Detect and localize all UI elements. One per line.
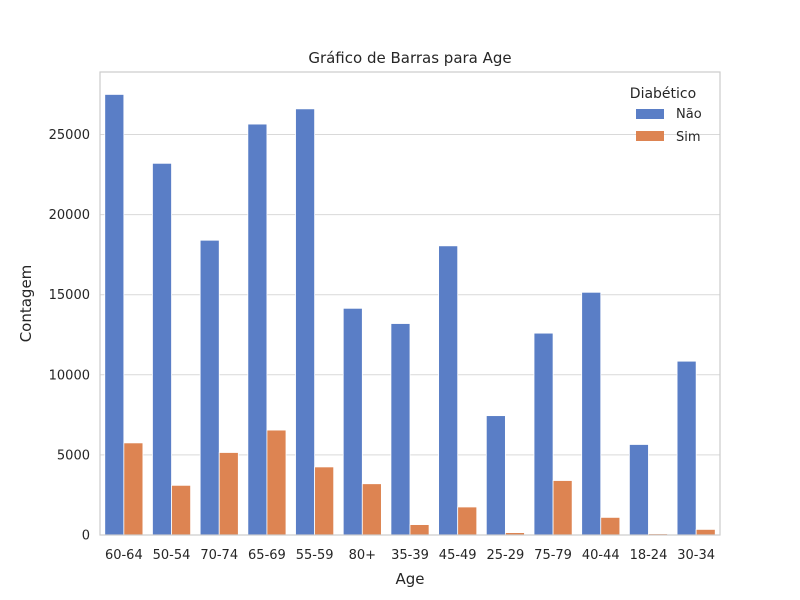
x-tick-label: 55-59 <box>296 548 334 563</box>
bar-nao <box>390 323 411 536</box>
y-tick-label: 0 <box>82 529 90 544</box>
bar-sim <box>123 442 144 536</box>
legend-label-sim: Sim <box>676 130 701 145</box>
bar-nao <box>152 162 172 536</box>
x-tick-label: 80+ <box>349 548 376 563</box>
x-tick-label: 60-64 <box>105 548 143 563</box>
x-tick-label: 40-44 <box>582 548 620 563</box>
bar-nao <box>485 415 506 536</box>
legend-title: Diabético <box>630 86 696 102</box>
legend-swatch-sim <box>636 131 664 141</box>
bar-nao <box>628 444 649 536</box>
bar-nao <box>199 239 220 536</box>
chart-title: Gráfico de Barras para Age <box>308 49 511 67</box>
legend-label-nao: Não <box>676 107 702 122</box>
x-tick-label: 25-29 <box>486 548 524 563</box>
x-tick-labels: 60-64 50-54 70-74 65-69 55-59 80+ 35-39 45-49 25… <box>105 548 715 563</box>
x-tick-label: 35-39 <box>391 548 429 563</box>
y-tick-label: 10000 <box>49 368 90 383</box>
bar-nao <box>533 332 554 536</box>
bar-sim <box>552 480 573 536</box>
x-tick-label: 45-49 <box>439 548 477 563</box>
plot-frame <box>99 71 721 536</box>
bar-sim <box>457 506 478 536</box>
y-tick-label: 15000 <box>49 288 90 303</box>
y-tick-labels: 0 5000 10000 15000 20000 25000 <box>49 128 90 544</box>
bar-nao <box>342 307 363 536</box>
x-tick-label: 75-79 <box>534 548 572 563</box>
bar-sim <box>600 516 621 536</box>
x-tick-label: 70-74 <box>200 548 238 563</box>
x-tick-label: 65-69 <box>248 548 286 563</box>
bar-nao <box>676 360 697 536</box>
y-tick-label: 5000 <box>57 448 90 463</box>
bars <box>104 94 716 536</box>
x-tick-label: 50-54 <box>153 548 191 563</box>
legend: Diabético Não Sim <box>630 86 702 145</box>
bar-nao <box>104 94 125 536</box>
bar-nao <box>295 108 316 536</box>
bar-sim <box>695 528 716 536</box>
bar-sim <box>171 484 192 536</box>
y-tick-label: 25000 <box>49 128 90 143</box>
bar-sim <box>266 429 287 536</box>
bar-nao <box>438 245 459 536</box>
bar-nao <box>581 291 602 536</box>
x-tick-label: 30-34 <box>677 548 715 563</box>
x-axis-label: Age <box>395 570 424 588</box>
bar-sim <box>218 452 239 536</box>
y-tick-label: 20000 <box>49 208 90 223</box>
bar-nao <box>247 123 268 536</box>
x-tick-label: 18-24 <box>630 548 668 563</box>
bar-sim <box>314 466 335 536</box>
bar-sim <box>409 524 430 536</box>
y-axis-label: Contagem <box>17 265 35 343</box>
bar-sim <box>361 483 382 536</box>
legend-swatch-nao <box>636 109 664 119</box>
